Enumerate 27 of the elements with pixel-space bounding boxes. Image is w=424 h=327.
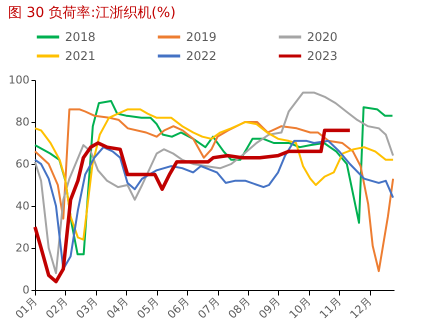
x-tick-label: 12月 [348, 294, 374, 322]
chart-title: 图 30 负荷率:江浙织机(%) [8, 5, 176, 21]
x-tick-label: 10月 [286, 294, 314, 322]
y-tick-label: 80 [16, 116, 30, 128]
legend-label: 2019 [186, 30, 217, 44]
legend-label: 2023 [307, 49, 338, 63]
x-tick-label: 02月 [43, 294, 70, 322]
y-tick-label: 0 [22, 284, 30, 296]
x-tick-label: 08月 [226, 294, 253, 322]
y-tick-label: 60 [16, 158, 30, 170]
x-tick-label: 07月 [195, 294, 222, 322]
legend-label: 2022 [186, 49, 217, 63]
legend-label: 2020 [307, 30, 338, 44]
legend-label: 2021 [65, 49, 96, 63]
line-series [34, 140, 394, 270]
line-series [33, 128, 352, 284]
x-tick-label: 06月 [164, 294, 192, 322]
y-tick-label: 100 [8, 74, 30, 86]
x-tick-label: 05月 [134, 294, 162, 322]
x-tick-label: 04月 [104, 294, 132, 322]
x-tick-label: 09月 [256, 294, 284, 322]
y-tick-label: 40 [16, 200, 30, 212]
legend-label: 2018 [65, 30, 96, 44]
y-tick-label: 20 [16, 242, 30, 254]
x-tick-label: 11月 [317, 294, 344, 322]
x-tick-label: 01月 [12, 294, 40, 322]
x-tick-label: 03月 [74, 294, 101, 322]
